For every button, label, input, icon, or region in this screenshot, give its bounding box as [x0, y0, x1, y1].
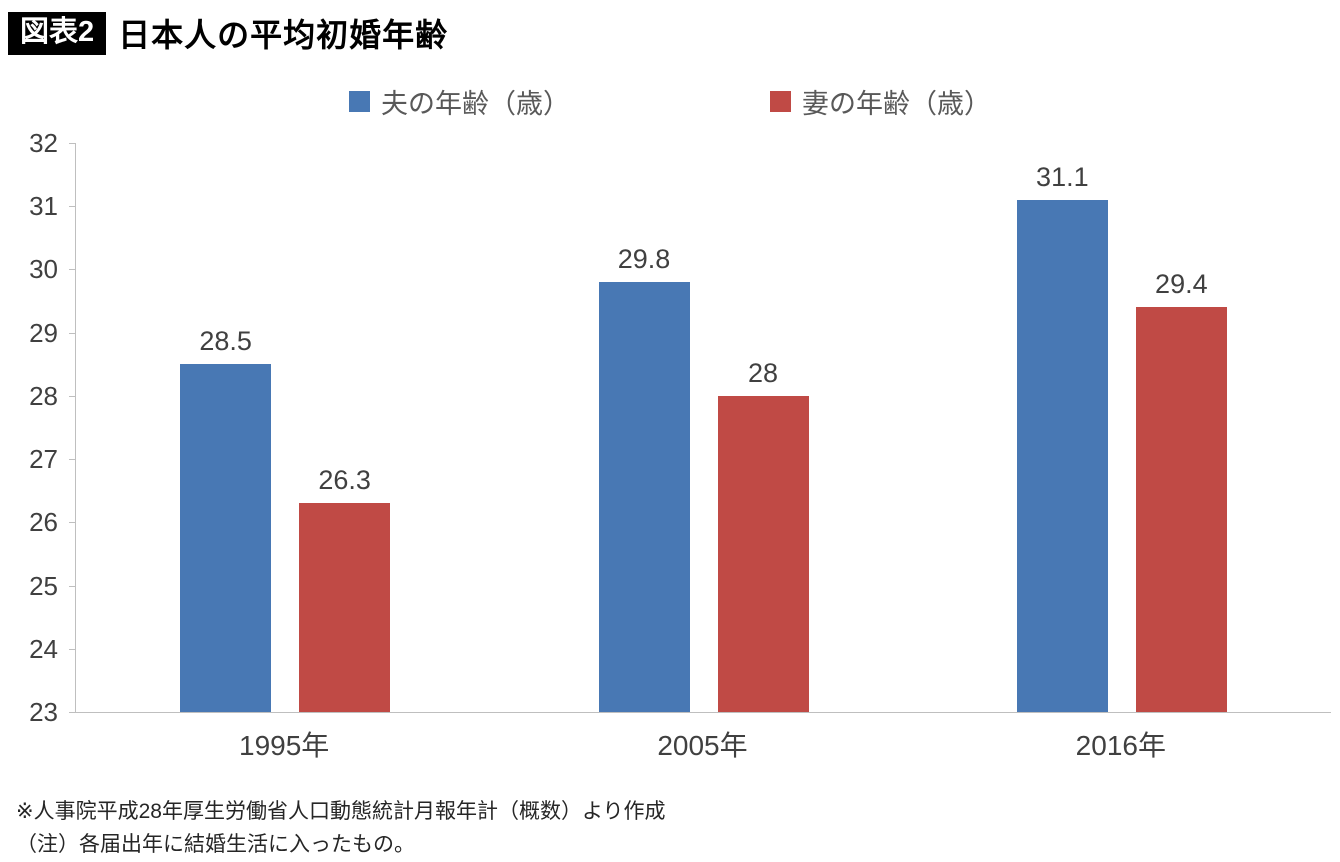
legend-swatch-wife — [770, 91, 791, 112]
footnote-source: ※人事院平成28年厚生労働省人口動態統計月報年計（概数）より作成 — [16, 800, 666, 823]
y-axis-tick-mark — [69, 648, 75, 650]
y-axis-tick-label: 28 — [29, 380, 58, 411]
bar-wife-2005年 — [717, 395, 809, 712]
bar-value-label: 28 — [747, 357, 779, 388]
bar-husband-2016年 — [1016, 199, 1108, 712]
bar-value-label: 26.3 — [318, 465, 371, 496]
bar-husband-2005年 — [598, 282, 690, 712]
bar-value-label: 29.8 — [617, 244, 671, 275]
x-axis-label: 1995年 — [239, 730, 330, 761]
x-axis-label: 2005年 — [657, 730, 748, 761]
footnote-note: （注）各届出年に結婚生活に入ったもの。 — [16, 832, 415, 856]
bar-husband-1995年 — [180, 364, 272, 712]
bar-wife-1995年 — [299, 503, 391, 712]
y-axis-tick-label: 31 — [29, 191, 58, 222]
legend-swatch-husband — [349, 91, 370, 112]
y-axis-tick-mark — [69, 395, 75, 397]
y-axis-tick-mark — [69, 332, 75, 334]
figure-number-badge: 図表2 — [8, 11, 107, 55]
bar-value-label: 29.4 — [1155, 269, 1208, 300]
x-axis-label: 2016年 — [1075, 730, 1166, 761]
legend-label: 妻の年齢（歳） — [802, 89, 991, 119]
y-axis-tick-label: 27 — [29, 444, 58, 475]
y-axis-tick-mark — [69, 269, 75, 271]
legend-item-husband: 夫の年齢（歳） — [349, 82, 570, 121]
y-axis-tick-label: 30 — [29, 254, 58, 285]
y-axis-tick-label: 26 — [29, 507, 58, 538]
bar-value-label: 31.1 — [1036, 161, 1089, 192]
y-axis-tick-mark — [69, 206, 75, 208]
plot-area: 28.5 26.3 29.8 28 31.1 29.4 — [75, 143, 1331, 713]
chart-legend: 夫の年齢（歳） 妻の年齢（歳） — [0, 82, 1340, 121]
y-axis-tick-label: 23 — [29, 697, 58, 727]
y-axis-tick-label: 24 — [29, 633, 58, 664]
y-axis-tick-mark — [69, 712, 75, 713]
bar-value-label: 28.5 — [199, 326, 252, 357]
y-axis-tick-mark — [69, 585, 75, 587]
y-axis-tick-mark — [69, 143, 75, 144]
footnotes: ※人事院平成28年厚生労働省人口動態統計月報年計（概数）より作成 （注）各届出年… — [16, 796, 666, 861]
y-axis-tick-label: 25 — [29, 570, 58, 601]
y-axis-tick-label: 32 — [29, 128, 58, 158]
y-axis-tick-label: 29 — [29, 317, 58, 348]
bar-wife-2016年 — [1135, 307, 1227, 712]
legend-item-wife: 妻の年齢（歳） — [770, 82, 991, 121]
chart-title: 日本人の平均初婚年齢 — [118, 17, 449, 53]
y-axis-tick-mark — [69, 459, 75, 461]
y-axis-tick-mark — [69, 522, 75, 524]
legend-label: 夫の年齢（歳） — [381, 89, 570, 119]
chart-header: 図表2 日本人の平均初婚年齢 — [8, 10, 448, 56]
